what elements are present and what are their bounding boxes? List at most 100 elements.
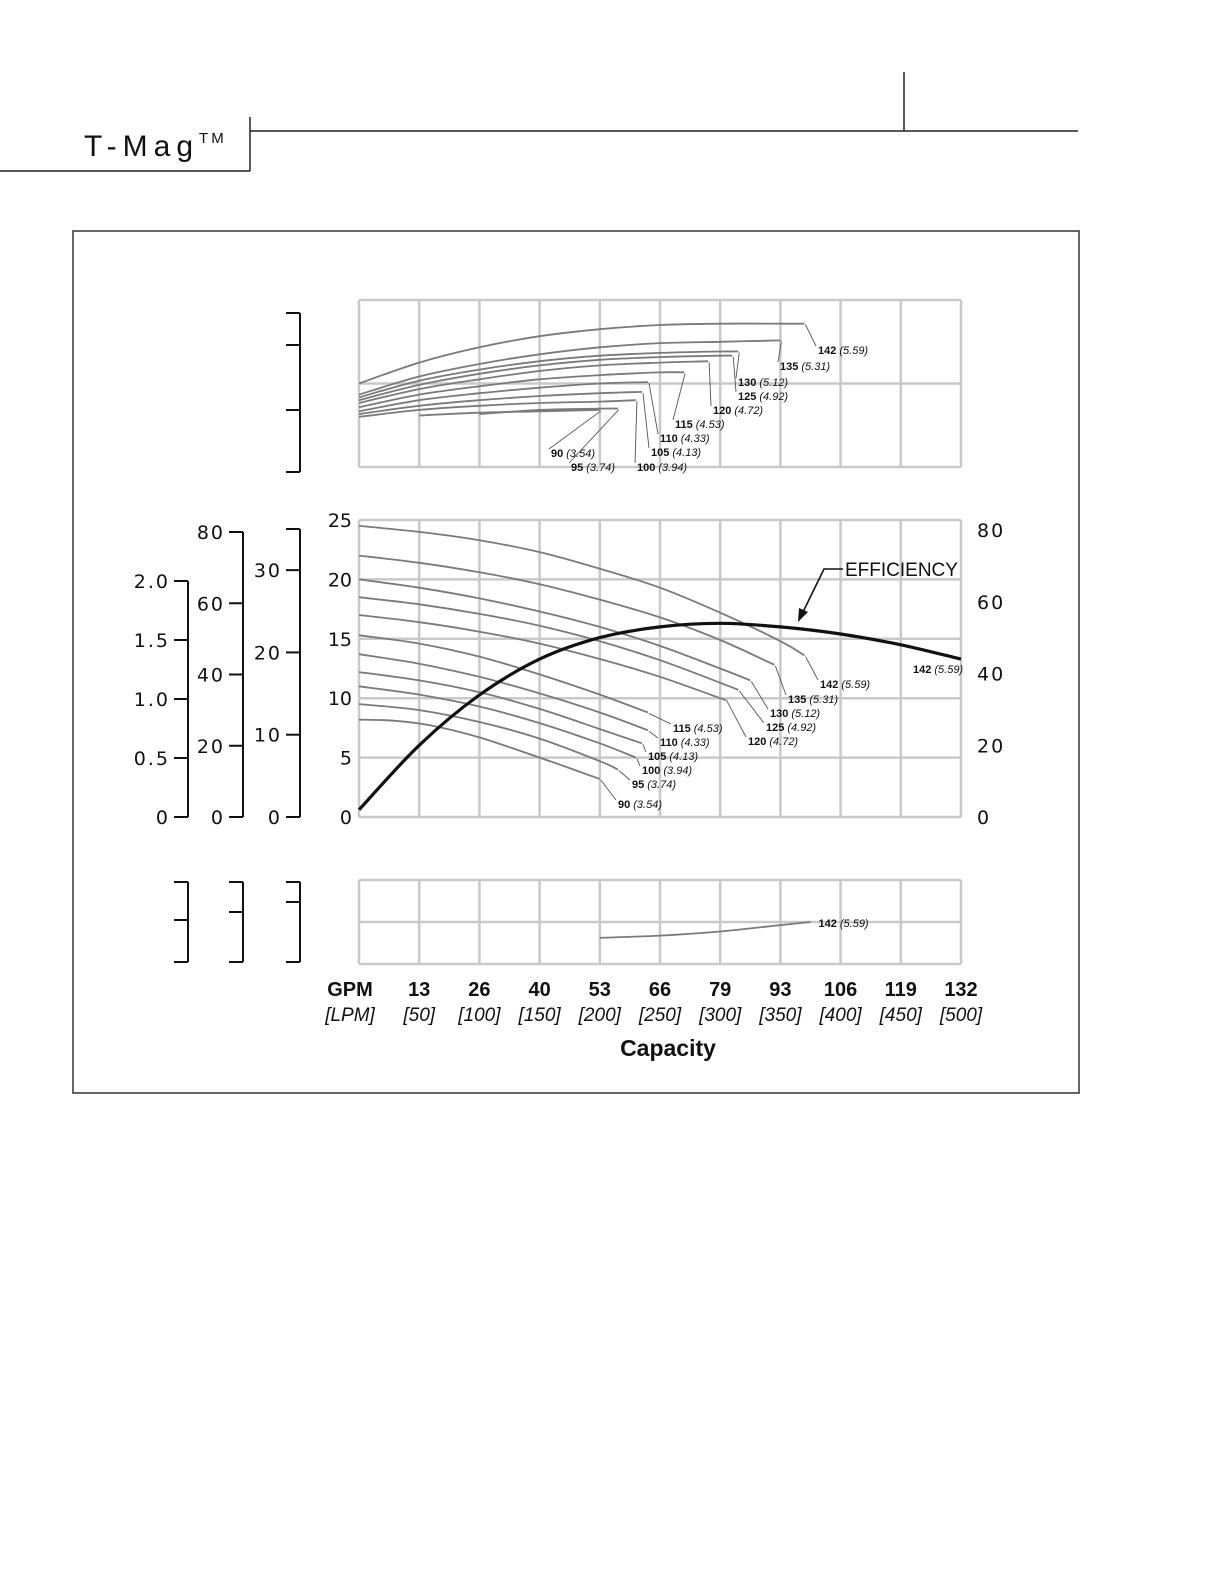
top-panel-label-95: 95 (3.74) <box>571 462 615 474</box>
top-panel-label-95-sub: (3.74) <box>586 462 615 474</box>
head-y-tick-label: 15 <box>328 629 352 651</box>
head-label-90-sub: (3.54) <box>633 799 662 811</box>
x-tick-lpm: [50] <box>402 1005 435 1026</box>
top-panel-label-142-value: 142 <box>818 345 836 357</box>
head-leader-115 <box>648 713 672 725</box>
top-panel-label-120-sub: (4.72) <box>734 405 763 417</box>
head-label-105-value: 105 <box>648 751 666 763</box>
top-panel-leader-125 <box>732 356 737 393</box>
bottom-panel-curve-142 <box>599 921 811 939</box>
top-panel-leader-142 <box>805 324 817 347</box>
head-leader-130 <box>750 681 769 710</box>
head-scale-b-tick-label: 60 <box>197 593 225 615</box>
top-panel-label-115: 115 (4.53) <box>675 419 725 431</box>
head-scale-a-tick-label: 30 <box>254 560 282 582</box>
head-leader-125 <box>738 690 765 724</box>
head-label-95-value: 95 <box>632 779 644 791</box>
head-label-135-sub: (5.31) <box>809 694 838 706</box>
head-curve-90 <box>358 718 601 780</box>
top-panel-leader-130 <box>735 352 740 379</box>
top-panel-leader-90 <box>548 410 602 450</box>
top-panel-label-115-sub: (4.53) <box>696 419 725 431</box>
top-panel-curve-95 <box>479 407 618 415</box>
head-label-115-value: 115 <box>673 723 691 735</box>
head-scale-b-tick-label: 40 <box>197 665 225 687</box>
top-panel-label-120: 120 (4.72) <box>713 405 763 417</box>
head-curve-100 <box>358 685 637 759</box>
brand-title: T-MagTM <box>84 130 227 163</box>
head-label-125-value: 125 <box>766 722 784 734</box>
x-tick-lpm: [150] <box>517 1005 561 1026</box>
top-panel-leader-95 <box>568 409 620 464</box>
head-curve-120 <box>358 614 728 702</box>
top-panel-curve-135 <box>358 339 781 396</box>
x-unit-primary: GPM <box>327 979 373 1001</box>
efficiency-end-label-value: 142 <box>913 664 931 676</box>
head-label-110-value: 110 <box>660 737 678 749</box>
top-panel-label-110-sub: (4.33) <box>681 433 710 445</box>
head-scale-c-tick-label: 1.5 <box>134 630 170 652</box>
top-panel-curve-115 <box>358 371 685 409</box>
head-label-105: 105 (4.13) <box>648 751 698 763</box>
head-scale-c-tick-label: 0.5 <box>134 748 170 770</box>
head-scale-b-tick-label: 80 <box>197 522 225 544</box>
head-y-tick-label: 5 <box>340 748 352 770</box>
x-tick-gpm: 119 <box>885 979 917 1001</box>
head-leader-110 <box>648 730 659 739</box>
x-unit-secondary: [LPM] <box>324 1005 375 1026</box>
head-curve-110 <box>358 653 649 732</box>
top-panel-label-90-value: 90 <box>551 448 563 460</box>
x-tick-lpm: [200] <box>578 1005 622 1026</box>
head-leader-95 <box>618 770 631 781</box>
x-axis-title: Capacity <box>620 1035 716 1061</box>
top-panel: 90 (3.54)95 (3.74) 100 (3.94)105 (4.13)110 (4.… <box>357 298 963 474</box>
head-y-tick-label: 10 <box>328 688 352 710</box>
head-curve-135 <box>358 554 775 666</box>
brand-trademark: TM <box>199 130 227 147</box>
head-label-135-value: 135 <box>788 694 806 706</box>
top-panel-label-105-sub: (4.13) <box>672 447 701 459</box>
head-label-142-value: 142 <box>820 679 838 691</box>
bottom-panel: 142 (5.59) <box>357 878 963 966</box>
x-tick-lpm: [300] <box>698 1005 742 1026</box>
head-label-142: 142 (5.59) <box>820 679 870 691</box>
top-panel-curve-130 <box>358 350 739 399</box>
head-curve-95 <box>358 703 619 771</box>
head-scale-b-tick-label: 20 <box>197 736 225 758</box>
head-label-95: 95 (3.74) <box>632 779 676 791</box>
top-panel-label-120-value: 120 <box>713 405 731 417</box>
head-label-100-value: 100 <box>642 765 660 777</box>
efficiency-curve <box>357 621 962 811</box>
head-label-90-value: 90 <box>618 799 630 811</box>
head-leader-142 <box>805 656 819 681</box>
efficiency-scale-tick-label: 0 <box>977 807 991 829</box>
head-label-110: 110 (4.33) <box>660 737 710 749</box>
head-label-105-sub: (4.13) <box>669 751 698 763</box>
top-panel-label-105-value: 105 <box>651 447 669 459</box>
top-panel-label-100: 100 (3.94) <box>637 462 687 474</box>
x-tick-lpm: [250] <box>638 1005 682 1026</box>
top-panel-leader-100 <box>634 401 638 464</box>
x-tick-lpm: [450] <box>879 1005 923 1026</box>
head-label-130-sub: (5.12) <box>791 708 820 720</box>
top-panel-curve-100 <box>358 399 636 418</box>
bottom-panel-label-142-value: 142 <box>819 918 837 930</box>
head-leader-100 <box>636 758 641 767</box>
top-panel-label-115-value: 115 <box>675 419 693 431</box>
top-panel-label-135: 135 (5.31) <box>780 361 830 373</box>
top-panel-label-105: 105 (4.13) <box>651 447 701 459</box>
x-tick-lpm: [400] <box>818 1005 862 1026</box>
top-panel-label-130-value: 130 <box>738 377 756 389</box>
x-tick-gpm: 40 <box>528 979 550 1001</box>
top-panel-label-130: 130 (5.12) <box>738 377 788 389</box>
chart-frame <box>72 230 1080 1094</box>
x-tick-lpm: [350] <box>758 1005 802 1026</box>
head-label-90: 90 (3.54) <box>618 799 662 811</box>
x-axis: GPM [LPM] 13 26 40 53 66 79 93 106 119 132 [50] [100]… <box>324 979 983 1061</box>
head-label-142-sub: (5.59) <box>841 679 870 691</box>
top-panel-label-125: 125 (4.92) <box>738 391 788 403</box>
head-label-130-value: 130 <box>770 708 788 720</box>
head-leader-135 <box>774 665 787 696</box>
